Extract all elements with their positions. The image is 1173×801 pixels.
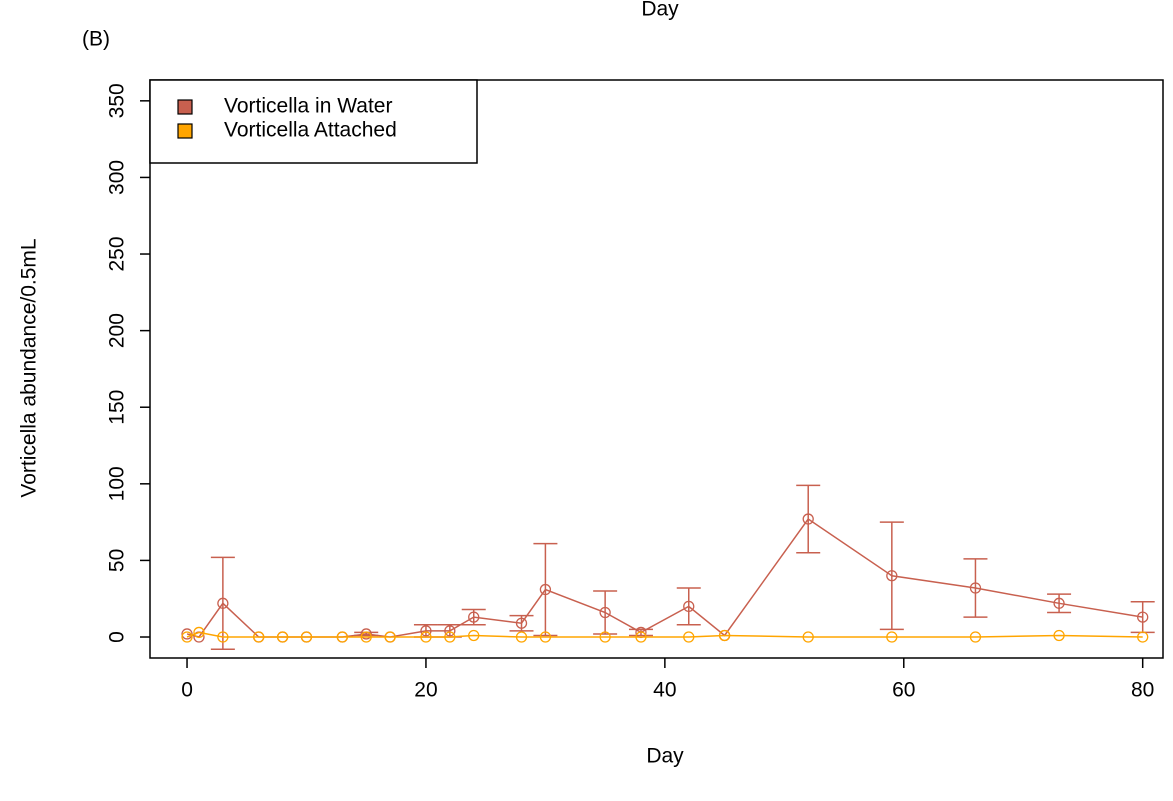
error-bar [1047, 593, 1072, 614]
error-bar [593, 590, 618, 635]
y-tick-label: 250 [106, 237, 129, 272]
error-bar [879, 521, 904, 631]
y-tick-label: 100 [106, 466, 129, 501]
point [599, 631, 611, 643]
point [802, 631, 814, 643]
plot-frame [149, 79, 1164, 659]
point [276, 631, 289, 643]
point [718, 629, 731, 642]
series-line [186, 518, 1143, 638]
top-text: Day [641, 0, 679, 21]
point [969, 631, 982, 643]
y-tick-label: 300 [106, 160, 129, 195]
point [1053, 629, 1065, 642]
series-line [186, 631, 1143, 638]
point [217, 631, 229, 643]
point [360, 631, 372, 643]
point [217, 597, 229, 609]
point [515, 617, 528, 629]
point [683, 631, 695, 643]
legend-label: Vorticella Attached [224, 119, 397, 142]
point [635, 631, 647, 643]
x-tick-label: 60 [892, 679, 915, 702]
point [539, 631, 552, 643]
point [300, 631, 313, 643]
error-bar [533, 542, 558, 637]
x-tick-label: 80 [1131, 679, 1154, 702]
point [468, 611, 480, 623]
point [420, 625, 432, 637]
error-bar [963, 558, 988, 618]
point [360, 628, 372, 640]
legend-label: Vorticella in Water [224, 95, 392, 118]
error-bar [1130, 601, 1155, 634]
y-axis-label: Vorticella abundance/0.5mL [18, 238, 41, 497]
point [969, 582, 982, 594]
legend-box [149, 79, 478, 164]
point [683, 600, 695, 613]
error-bar [796, 484, 821, 554]
legend-swatch [177, 123, 193, 139]
point [886, 631, 898, 643]
point [515, 631, 528, 643]
point [1053, 597, 1065, 609]
y-tick-label: 150 [106, 390, 129, 425]
error-bar [210, 556, 235, 651]
point [444, 631, 456, 643]
x-tick-label: 40 [653, 679, 676, 702]
error-bar [676, 587, 701, 626]
y-tick-label: 350 [106, 83, 129, 118]
point [253, 631, 265, 643]
point [1137, 631, 1149, 643]
point [1137, 611, 1149, 623]
error-bar [354, 631, 379, 637]
y-tick-label: 50 [106, 549, 129, 572]
x-tick-label: 0 [181, 679, 193, 702]
point [420, 631, 432, 643]
panel-label: (B) [82, 28, 110, 51]
y-tick-label: 200 [106, 313, 129, 348]
point [336, 631, 348, 643]
point [444, 625, 456, 637]
point [384, 631, 396, 643]
x-axis-label: Day [646, 745, 684, 768]
point [802, 513, 814, 525]
x-tick-label: 20 [414, 679, 437, 702]
y-tick-label: 0 [106, 631, 129, 643]
point [468, 629, 480, 642]
point [193, 626, 205, 639]
point [886, 570, 898, 582]
point [539, 583, 552, 596]
point [181, 628, 193, 640]
legend-swatch [177, 99, 193, 115]
point [181, 631, 193, 643]
point [599, 606, 611, 619]
